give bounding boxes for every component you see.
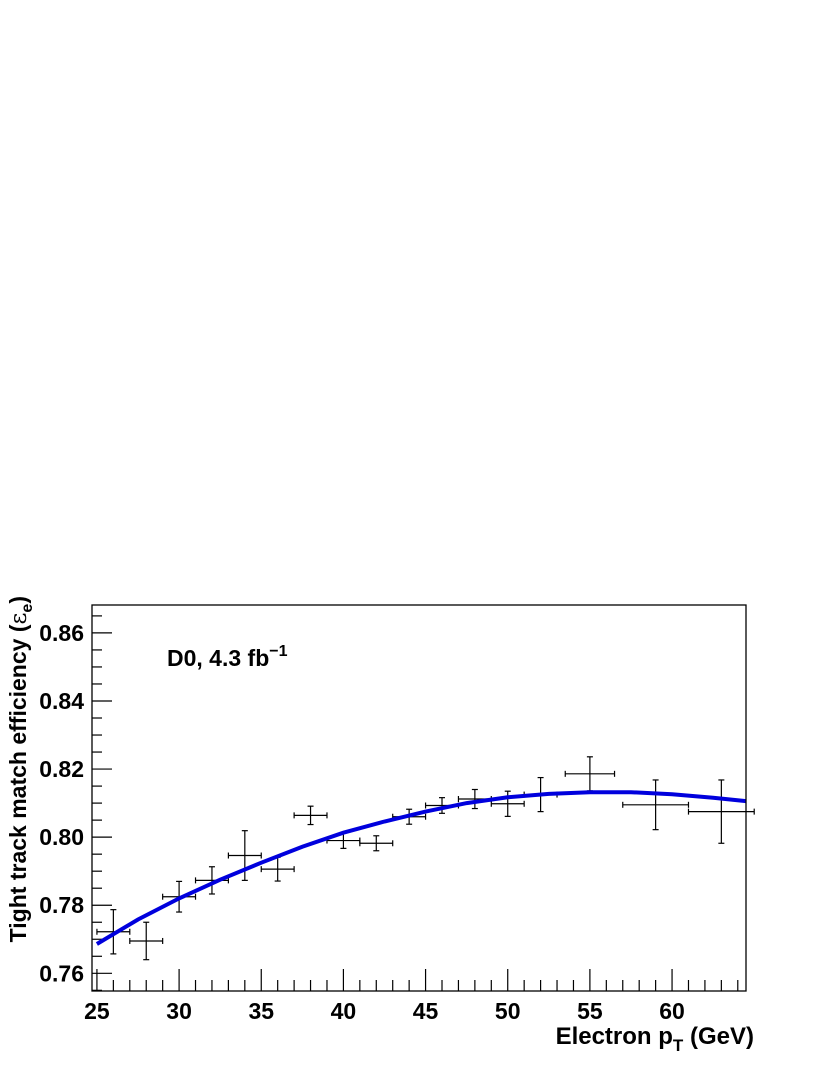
y-axis-label-main: Tight track match efficiency ( [5,624,31,942]
y-tick-label: 0.78 [39,892,84,918]
y-axis-label-close: ) [5,596,31,604]
y-tick-label: 0.80 [39,824,84,850]
data-point [227,830,262,881]
y-tick-label: 0.82 [39,756,84,782]
y-axis-label-subscript: e [19,604,36,613]
y-tick-label: 0.84 [39,688,84,714]
data-point [622,779,690,831]
x-tick-label: 40 [331,998,357,1024]
data-point [129,921,164,961]
y-tick-label: 0.86 [39,620,84,646]
data-point [457,788,492,810]
x-axis-label-main: Electron p [556,1023,673,1050]
x-tick-label: 55 [577,998,603,1024]
x-tick-label: 60 [659,998,685,1024]
data-points [96,756,755,961]
annotation-main: D0, 4.3 fb [167,645,269,671]
fit-curve [95,790,747,946]
y-axis-label: Tight track match efficiency (εe) [5,596,36,942]
annotation-superscript: −1 [269,643,287,660]
data-point [564,756,616,792]
y-axis-label-symbol: ε [6,613,32,625]
data-point [359,835,394,852]
x-tick-label: 30 [166,998,192,1024]
data-point [96,909,131,955]
x-tick-label: 25 [84,998,110,1024]
x-axis-label-unit: (GeV) [683,1023,754,1050]
x-tick-label: 50 [495,998,521,1024]
x-axis-label-subscript: T [673,1036,684,1055]
y-tick-label: 0.76 [39,960,84,986]
data-point [293,805,328,826]
x-tick-label: 35 [248,998,274,1024]
x-tick-label: 45 [413,998,439,1024]
plot-frame [91,604,747,992]
axis-ticks: 25 30 35 40 45 50 55 60 0.76 0.78 0.80 0.82 0.84 0.86 [39,615,739,1024]
x-axis-label: Electron pT (GeV) [556,1023,754,1055]
data-point [687,779,755,844]
annotation-label: D0, 4.3 fb−1 [167,643,288,671]
